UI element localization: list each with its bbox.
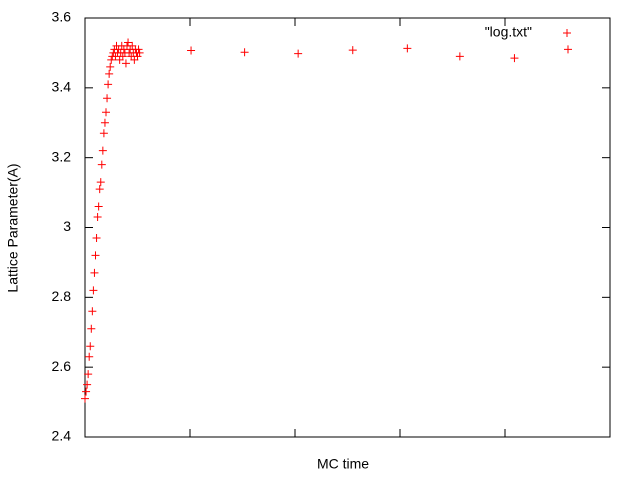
point	[82, 387, 91, 396]
plot-border	[84, 17, 611, 438]
x-axis-label: MC time	[317, 456, 369, 472]
point	[403, 44, 412, 53]
point	[106, 62, 115, 71]
point	[89, 286, 98, 295]
legend-label: "log.txt"	[485, 24, 532, 40]
point	[134, 45, 143, 54]
point	[83, 380, 92, 389]
point	[104, 80, 113, 89]
y-tick-label: 2.4	[52, 428, 72, 444]
y-tick-label: 3.4	[52, 79, 72, 95]
y-tick-label: 3	[63, 218, 71, 234]
y-tick-label: 3.2	[52, 148, 72, 164]
point	[100, 118, 109, 127]
point	[85, 352, 94, 361]
point	[81, 394, 89, 403]
point	[92, 233, 101, 242]
point	[99, 129, 108, 138]
point	[103, 94, 112, 103]
point	[91, 251, 100, 260]
point	[510, 54, 519, 63]
point	[564, 45, 572, 54]
point	[135, 48, 144, 57]
point	[124, 38, 133, 47]
point	[94, 202, 103, 211]
point	[90, 268, 99, 277]
point	[86, 342, 95, 351]
point	[455, 52, 464, 61]
point	[240, 48, 249, 57]
point	[102, 108, 110, 117]
point	[105, 69, 114, 78]
y-tick-label: 2.6	[52, 358, 72, 374]
y-axis-label: Lattice Parameter(A)	[5, 163, 21, 292]
point	[118, 52, 127, 61]
point	[133, 52, 142, 61]
point	[187, 46, 196, 55]
point	[294, 49, 303, 58]
point	[93, 213, 102, 222]
point	[95, 185, 104, 194]
point	[348, 46, 357, 55]
point	[97, 160, 106, 169]
point	[98, 146, 107, 155]
point	[111, 52, 120, 61]
point	[107, 55, 116, 64]
point	[84, 370, 93, 379]
point	[121, 59, 130, 68]
point	[87, 324, 96, 333]
legend-key	[563, 29, 571, 37]
y-tick-label: 3.6	[52, 9, 72, 25]
point	[96, 178, 105, 187]
point	[88, 307, 97, 316]
y-tick-label: 2.8	[52, 288, 72, 304]
